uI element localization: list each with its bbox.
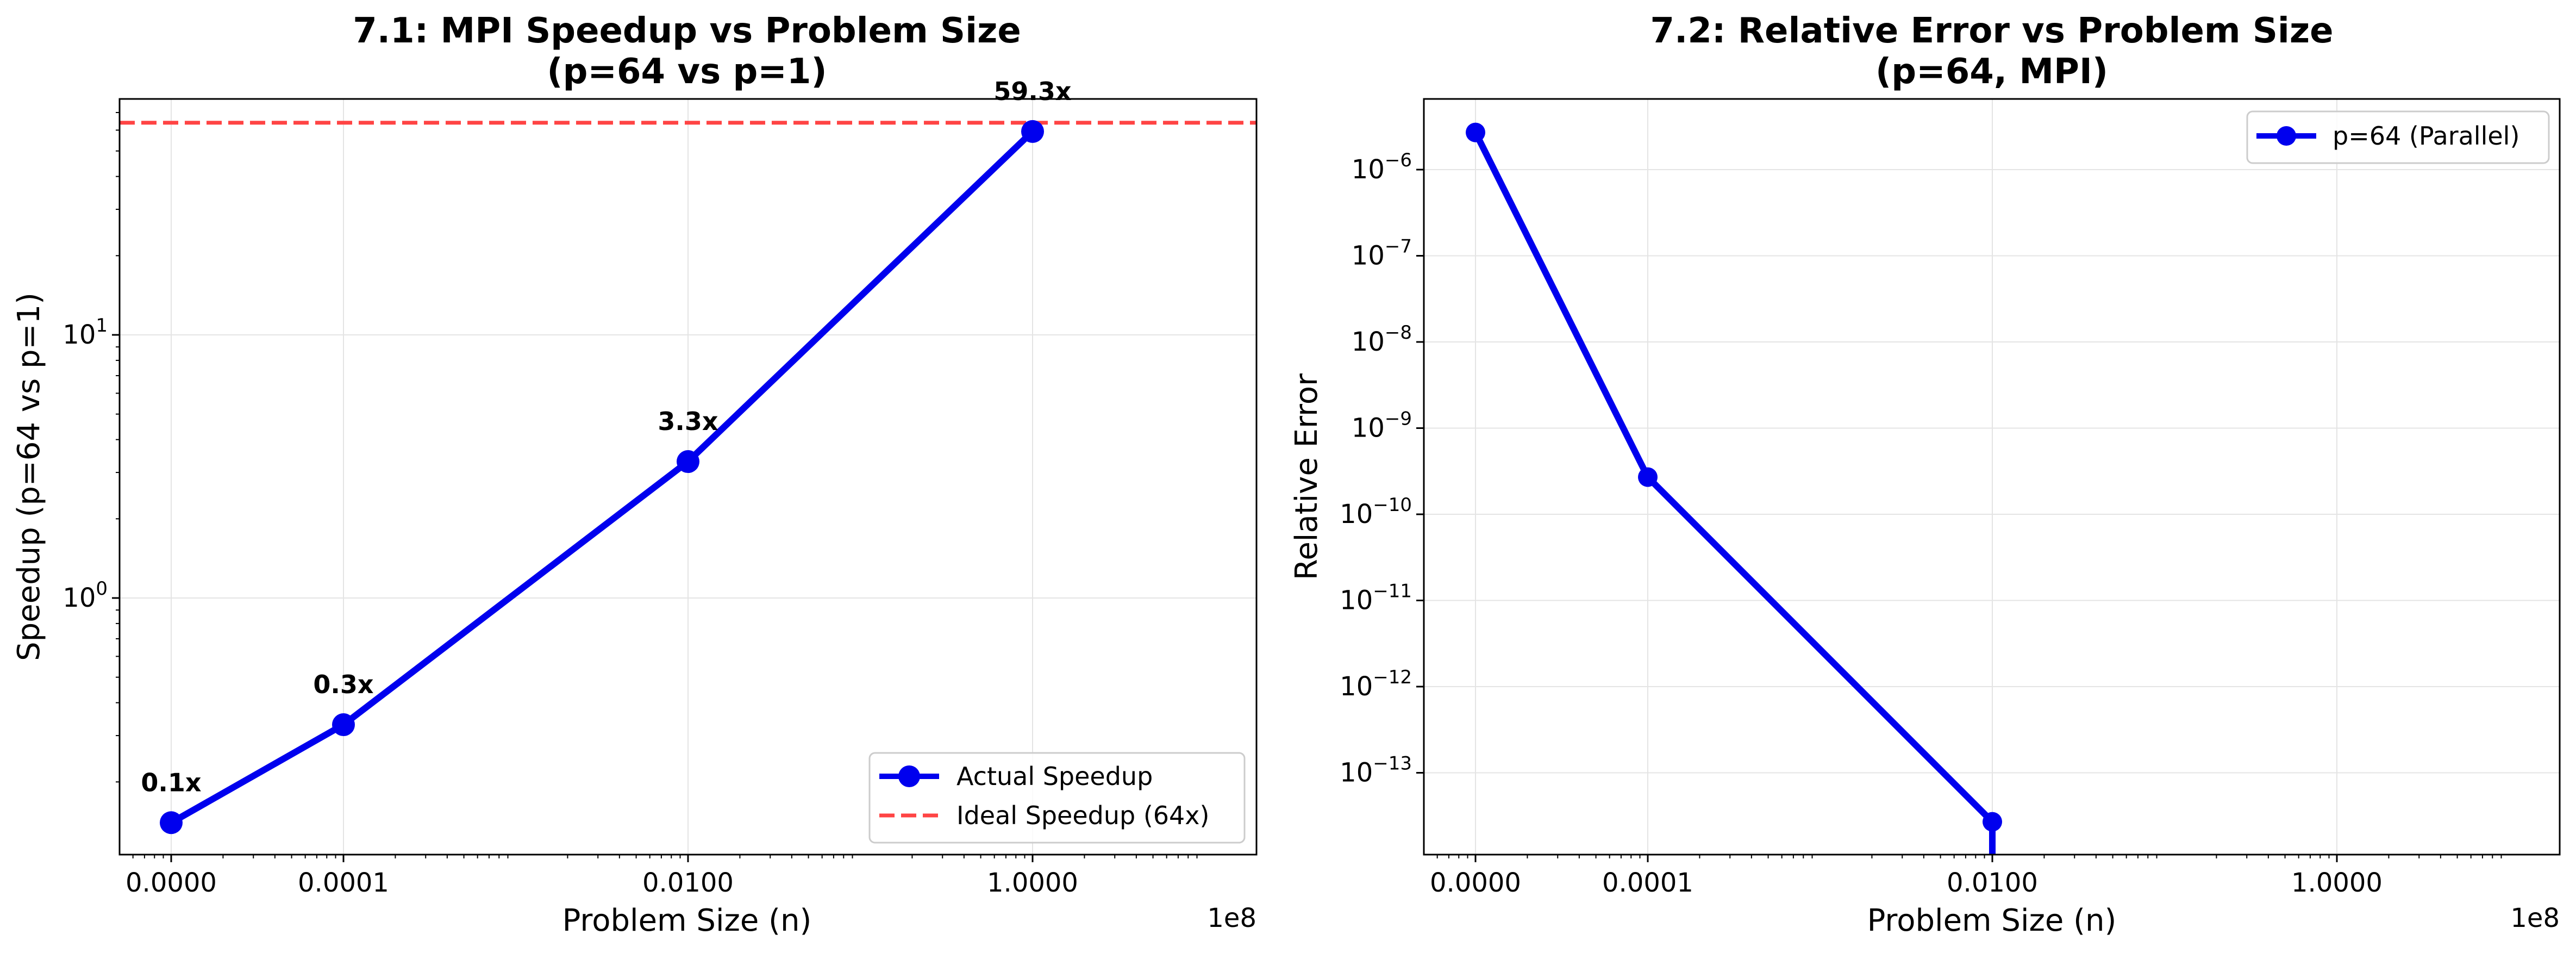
chart1-data-point — [160, 811, 183, 834]
chart2-y-tick-label: 10−12 — [1340, 667, 1412, 702]
chart1-legend-ideal-label: Ideal Speedup (64x) — [956, 801, 1209, 830]
error-chart: 7.2: Relative Error vs Problem Size (p=6… — [1289, 11, 2561, 938]
chart1-annotations: 0.1x 0.3x 3.3x 59.3x — [141, 77, 1071, 797]
chart2-legend-marker — [2277, 126, 2296, 146]
chart2-data-point — [1466, 122, 1485, 142]
chart1-legend-actual-marker — [898, 765, 920, 787]
chart2-y-tick-label: 10−9 — [1352, 408, 1412, 444]
chart1-legend-actual-label: Actual Speedup — [956, 762, 1153, 791]
chart1-actual-speedup-line — [170, 129, 1035, 826]
chart2-data-point — [1983, 812, 2002, 832]
chart2-x-axis-label: Problem Size (n) — [1867, 903, 2117, 938]
chart1-x-axis-label: Problem Size (n) — [562, 903, 812, 938]
chart1-y-axis-label: Speedup (p=64 vs p=1) — [11, 292, 47, 661]
chart1-x-offset-text: 1e8 — [1207, 903, 1256, 933]
chart2-x-tick-label: 0.0100 — [1947, 868, 2038, 898]
chart2-y-tick-label: 10−8 — [1352, 322, 1412, 357]
chart2-y-axis-label: Relative Error — [1289, 373, 1324, 580]
chart1-data-label: 0.3x — [313, 670, 373, 699]
chart1-data-label: 0.1x — [141, 768, 201, 797]
chart1-legend: Actual Speedup Ideal Speedup (64x) — [868, 752, 1246, 844]
chart1-ticks: 0.0000 0.0001 0.0100 1.0000 100 101 — [62, 111, 1198, 898]
chart2-x-tick-label: 0.0000 — [1430, 868, 1521, 898]
chart2-legend: p=64 (Parallel) — [2246, 110, 2550, 164]
chart1-y-tick-label: 101 — [62, 315, 108, 350]
chart2-ticks: 0.0000 0.0001 0.0100 1.0000 10−13 10−12 10−11 1… — [1340, 150, 2502, 898]
chart2-y-tick-label: 10−13 — [1340, 753, 1412, 788]
chart2-legend-label: p=64 (Parallel) — [2333, 121, 2519, 151]
chart2-y-tick-label: 10−10 — [1340, 494, 1412, 530]
chart2-grid — [1424, 99, 2560, 855]
chart2-error-line — [1472, 130, 1995, 824]
chart2-series — [1466, 122, 2002, 855]
chart2-x-offset-text: 1e8 — [2510, 903, 2560, 933]
chart1-data-point — [332, 713, 355, 737]
chart1-x-tick-label: 0.0100 — [642, 868, 734, 898]
chart1-title-line1: 7.1: MPI Speedup vs Problem Size — [353, 11, 1021, 51]
chart1-data-label: 59.3x — [993, 77, 1071, 106]
chart2-y-tick-label: 10−11 — [1340, 581, 1412, 616]
chart2-y-tick-label: 10−7 — [1352, 236, 1412, 271]
chart2-x-tick-label: 1.0000 — [2291, 868, 2383, 898]
chart2-legend-box — [2246, 110, 2550, 164]
chart1-data-point — [677, 450, 699, 474]
speedup-chart: 7.1: MPI Speedup vs Problem Size (p=64 v… — [11, 11, 1258, 938]
chart1-grid — [120, 99, 1256, 855]
chart1-plot-frame — [118, 98, 1258, 856]
chart2-data-point — [1638, 467, 1658, 487]
chart1-series — [160, 120, 1044, 834]
chart1-data-label: 3.3x — [658, 407, 718, 436]
chart1-y-tick-label: 100 — [62, 578, 108, 613]
chart2-y-tick-label: 10−6 — [1352, 150, 1412, 185]
chart1-title-line2: (p=64 vs p=1) — [547, 52, 827, 92]
chart1-x-tick-label: 1.0000 — [987, 868, 1078, 898]
chart2-title-line1: 7.2: Relative Error vs Problem Size — [1650, 11, 2334, 51]
chart2-x-tick-label: 0.0001 — [1602, 868, 1693, 898]
chart1-x-tick-label: 0.0001 — [298, 868, 389, 898]
chart1-x-tick-label: 0.0000 — [126, 868, 217, 898]
chart2-title-line2: (p=64, MPI) — [1875, 52, 2108, 92]
chart2-plot-frame — [1423, 98, 2561, 856]
chart1-data-point — [1021, 120, 1044, 143]
chart1-legend-box — [868, 752, 1246, 844]
